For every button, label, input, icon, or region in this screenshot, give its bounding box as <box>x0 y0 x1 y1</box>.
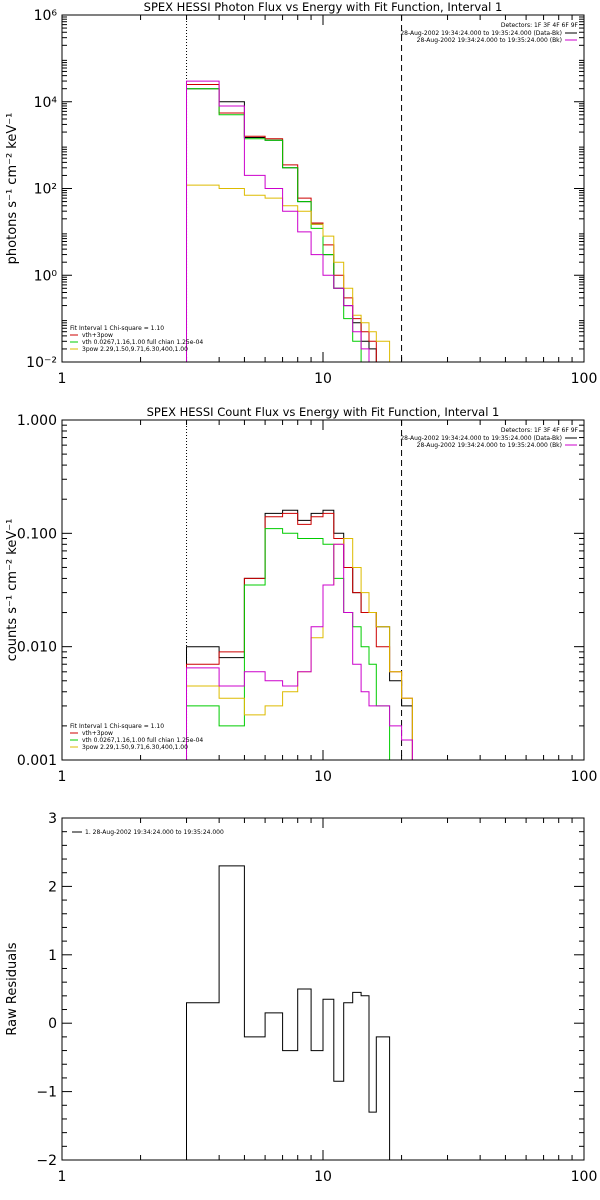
fit-info-label: Fit Interval 1 Chi-square = 1.10 <box>70 723 164 730</box>
series-data-bk <box>186 509 413 760</box>
chart-panel-1: SPEX HESSI Photon Flux vs Energy with Fi… <box>5 0 597 387</box>
plot-frame <box>61 14 585 363</box>
legend-entry-label: 3pow 2.29,1.50,9.71,6.30,400,1.00 <box>82 346 188 353</box>
x-tick-label: 100 <box>571 371 598 387</box>
x-tick-label: 10 <box>314 1169 332 1185</box>
y-tick-label: 3 <box>48 811 57 827</box>
legend-entry-label: vth 0.0267,1.16,1.00 full chian 1.25e-04 <box>82 737 203 744</box>
x-tick-label: 10 <box>314 769 332 785</box>
chart-panel-3: 1 10 100 −2 −1 0 1 2 3 Raw Residuals 1. 28-Aug-200… <box>5 811 597 1185</box>
x-tick-label: 1 <box>58 371 67 387</box>
series-data-bk <box>186 88 413 363</box>
series-3pow <box>186 184 413 363</box>
legend-entry-label: 1. 28-Aug-2002 19:34:24.000 to 19:35:24.… <box>85 829 224 836</box>
x-tick-label: 100 <box>571 1169 598 1185</box>
x-tick-label: 10 <box>314 371 332 387</box>
legend-entry-label: 28-Aug-2002 19:34:24.000 to 19:35:24.000… <box>400 30 562 37</box>
y-axis-label: photons s⁻¹ cm⁻² keV⁻¹ <box>5 113 20 265</box>
series-bk <box>186 543 413 760</box>
y-tick-label: 10² <box>34 182 57 198</box>
fit-info-label: Fit Interval 1 Chi-square = 1.10 <box>70 325 164 332</box>
plot-frame <box>61 419 585 761</box>
residual-series <box>186 865 391 1160</box>
y-tick-label: 10⁴ <box>34 95 58 111</box>
y-tick-label: −2 <box>36 1153 57 1169</box>
series-bk <box>186 80 413 363</box>
x-tick-label: 1 <box>58 1169 67 1185</box>
y-tick-label: 2 <box>48 879 57 895</box>
legend-entry-label: vth+3pow <box>82 730 113 737</box>
y-tick-label: −1 <box>36 1085 57 1101</box>
legend-entry-label: 28-Aug-2002 19:34:24.000 to 19:35:24.000… <box>400 435 562 442</box>
y-tick-label: 0 <box>48 1016 57 1032</box>
series-vth-3pow <box>186 84 413 363</box>
series-vth <box>186 528 413 761</box>
chart-title: SPEX HESSI Count Flux vs Energy with Fit… <box>147 405 500 419</box>
y-tick-label: 10⁰ <box>34 268 58 284</box>
x-tick-label: 100 <box>571 769 598 785</box>
y-tick-label: 0.100 <box>17 526 57 542</box>
chart-title: SPEX HESSI Photon Flux vs Energy with Fi… <box>144 0 503 14</box>
legend-entry-label: 28-Aug-2002 19:34:24.000 to 19:35:24.000… <box>417 442 562 449</box>
series-3pow <box>186 538 413 760</box>
series-vth <box>186 88 413 363</box>
y-tick-label: 1 <box>48 948 57 964</box>
series-vth-3pow <box>186 512 413 760</box>
detectors-label: Detectors: 1F 3F 4F 6F 9F <box>501 22 579 29</box>
chart-panel-2: SPEX HESSI Count Flux vs Energy with Fit… <box>5 405 597 785</box>
plot-frame <box>61 817 585 1161</box>
y-tick-label: 10⁻² <box>26 355 57 371</box>
y-axis-label: Raw Residuals <box>5 942 20 1035</box>
y-tick-label: 0.001 <box>17 753 57 769</box>
y-tick-label: 0.010 <box>17 640 57 656</box>
legend-entry-label: vth+3pow <box>82 332 113 339</box>
y-tick-label: 10⁶ <box>34 8 58 24</box>
x-tick-label: 1 <box>58 769 67 785</box>
y-axis-label: counts s⁻¹ cm⁻² keV⁻¹ <box>5 519 20 662</box>
legend-entry-label: vth 0.0267,1.16,1.00 full chian 1.25e-04 <box>82 339 203 346</box>
y-tick-label: 1.000 <box>17 413 57 429</box>
detectors-label: Detectors: 1F 3F 4F 6F 9F <box>501 427 579 434</box>
legend-entry-label: 3pow 2.29,1.50,9.71,6.30,400,1.00 <box>82 744 188 751</box>
legend-entry-label: 28-Aug-2002 19:34:24.000 to 19:35:24.000… <box>417 37 562 44</box>
